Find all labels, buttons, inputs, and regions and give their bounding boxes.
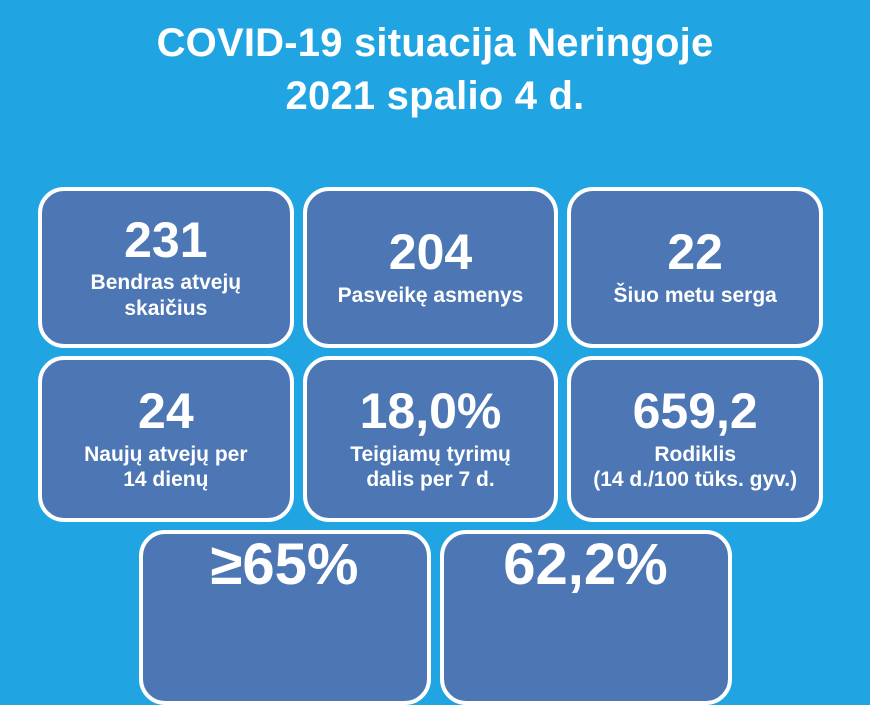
stat-label: Rodiklis (14 d./100 tūks. gyv.) <box>593 442 798 492</box>
stat-value: 204 <box>388 224 473 281</box>
stats-row-2: 24 Naujų atvejų per 14 dienų 18,0% Teigi… <box>38 356 824 522</box>
page-title: COVID-19 situacija Neringoje 2021 spalio… <box>156 21 714 118</box>
stat-label: Naujų atvejų per 14 dienų <box>84 442 248 492</box>
stat-value: 22 <box>667 224 723 281</box>
stat-value: 18,0% <box>359 383 502 440</box>
stats-row-3: ≥65% 62,2% <box>0 530 870 705</box>
stats-row-1: 231 Bendras atvejų skaičius 204 Pasveikę… <box>38 187 824 348</box>
covid-infographic: { "title": "COVID-19 situacija Neringoje… <box>38 21 824 705</box>
stat-card-vaccination-rate: 62,2% <box>439 530 732 705</box>
stat-label: Pasveikę asmenys <box>337 283 524 307</box>
stat-card-total-cases: 231 Bendras atvejų skaičius <box>38 187 294 348</box>
stat-value: 659,2 <box>632 383 758 440</box>
stat-value: 62,2% <box>503 532 668 597</box>
stat-label: Šiuo metu serga <box>613 283 777 307</box>
stat-card-recovered: 204 Pasveikę asmenys <box>302 187 559 348</box>
stat-card-currently-ill: 22 Šiuo metu serga <box>567 187 824 348</box>
stat-value: 24 <box>138 383 194 440</box>
stat-value: 231 <box>124 211 208 268</box>
stat-card-positive-rate: 18,0% Teigiamų tyrimų dalis per 7 d. <box>302 356 559 522</box>
stat-label: Bendras atvejų skaičius <box>90 271 242 320</box>
stat-card-new-cases-14d: 24 Naujų atvejų per 14 dienų <box>38 356 294 522</box>
stat-card-incidence-rate: 659,2 Rodiklis (14 d./100 tūks. gyv.) <box>567 356 824 522</box>
stat-label: Teigiamų tyrimų dalis per 7 d. <box>350 442 511 492</box>
stat-value: ≥65% <box>210 532 359 597</box>
stat-card-vaccination-target: ≥65% <box>138 530 431 705</box>
